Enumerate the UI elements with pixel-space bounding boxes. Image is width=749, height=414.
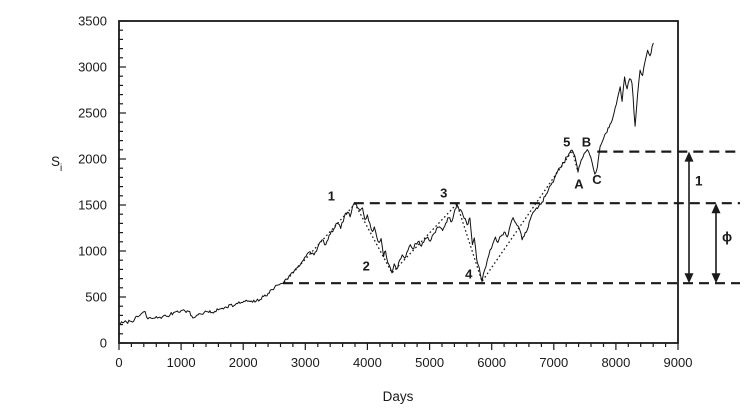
x-tick-label-1000: 1000 [167,355,196,370]
arrowhead-up-icon [684,151,694,162]
wave-label-A: A [574,177,584,192]
x-tick-label-0: 0 [115,355,122,370]
y-tick-label-2500: 2500 [78,106,107,121]
y-tick-label-3000: 3000 [78,60,107,75]
plot-frame [118,20,679,344]
x-tick-label-3000: 3000 [291,355,320,370]
x-tick-label-9000: 9000 [664,355,693,370]
wave-label-3: 3 [440,185,447,200]
x-tick-label-8000: 8000 [601,355,630,370]
x-tick-label-4000: 4000 [353,355,382,370]
measure-arrow-phi: ϕ [711,203,732,284]
y-tick-label-0: 0 [100,336,107,351]
y-tick-label-2000: 2000 [78,152,107,167]
y-tick-label-1500: 1500 [78,198,107,213]
x-tick-label-7000: 7000 [539,355,568,370]
arrowhead-down-icon [711,273,721,284]
wave-label-4: 4 [465,267,473,282]
x-axis-label: Days [383,389,414,404]
x-tick-label-5000: 5000 [415,355,444,370]
series-line-index-series [118,42,654,325]
measure-arrow-one: 1 [684,151,703,284]
wave-label-C: C [592,172,602,187]
y-tick-label-1000: 1000 [78,244,107,259]
wave-label-1: 1 [328,188,335,203]
y-tick-label-3500: 3500 [78,14,107,29]
arrowhead-up-icon [711,203,721,214]
chart-lines-layer [118,42,740,325]
dotted-trend-line [283,148,579,284]
x-tick-label-2000: 2000 [229,355,258,370]
wave-label-5: 5 [563,134,570,149]
wave-label-B: B [582,134,591,149]
arrowhead-down-icon [684,273,694,284]
x-tick-label-6000: 6000 [477,355,506,370]
y-axis-label-subscript: i [60,163,62,174]
chart-annotations-layer: 1 2 3 4 5 B A C 1 ϕ [328,134,732,284]
y-axis-label: S [51,154,60,169]
measure-arrow-label-phi: ϕ [722,230,732,245]
measure-arrow-label-one: 1 [695,174,703,189]
y-tick-label-500: 500 [85,290,107,305]
wave-label-2: 2 [363,259,370,274]
